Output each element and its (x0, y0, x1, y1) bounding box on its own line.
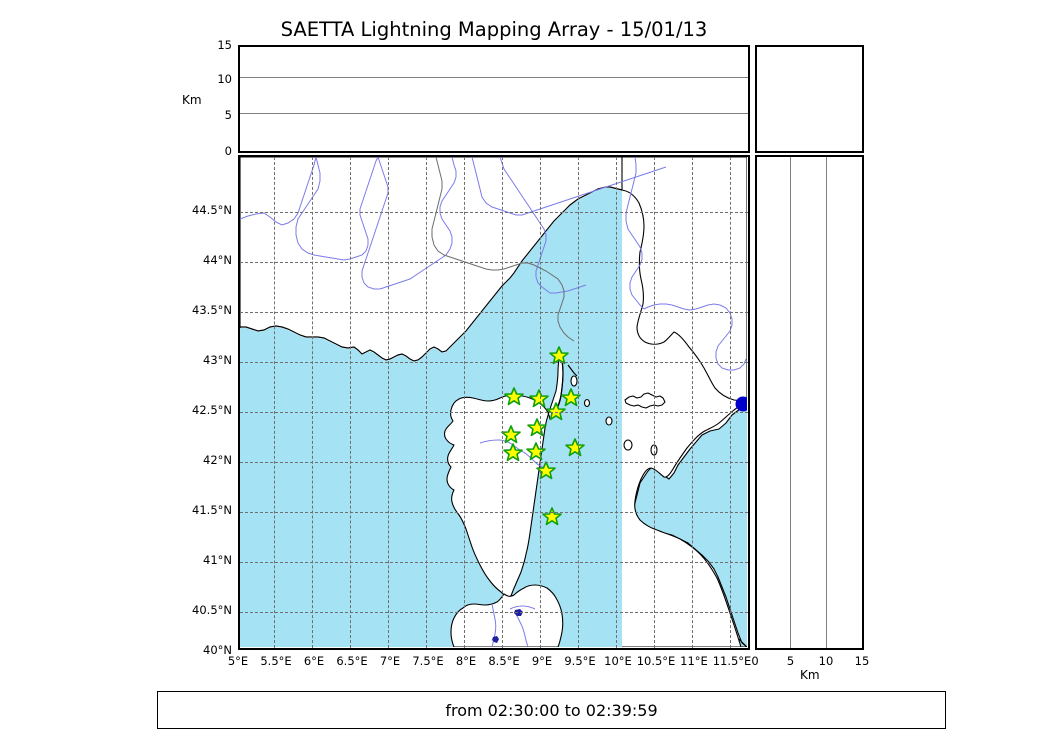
river-durance (361, 157, 399, 290)
top-ytick-0: 0 (224, 144, 232, 158)
islet-5 (583, 398, 591, 408)
islet-2 (570, 375, 578, 387)
river-po-2 (581, 166, 667, 196)
side-xtick-15: 15 (854, 654, 870, 668)
time-range-text: from 02:30:00 to 02:39:59 (445, 700, 658, 720)
islet-1 (605, 416, 613, 426)
ytick-43: 43°N (203, 353, 232, 367)
side-xtick-10: 10 (818, 654, 834, 668)
xtick-6-5: 6.5°E (336, 654, 368, 668)
map-panel[interactable] (238, 155, 750, 650)
xtick-9: 9°E (531, 654, 553, 668)
coastline-mainland (240, 186, 623, 362)
xtick-5-5: 5.5°E (260, 654, 292, 668)
sardinia-lake-2 (492, 636, 499, 643)
side-xtick-5: 5 (786, 654, 795, 668)
islet-3 (623, 439, 633, 451)
ytick-42-5: 42.5°N (192, 403, 232, 417)
ytick-40: 40°N (203, 643, 232, 657)
top-panel-axis-label-km: Km (182, 93, 202, 107)
station-star (529, 389, 549, 408)
ytick-40-5: 40.5°N (192, 603, 232, 617)
island-elba (624, 392, 666, 409)
top-panel-gridline-5 (240, 113, 748, 115)
sardinia-render (450, 584, 564, 647)
page-title: SAETTA Lightning Mapping Array - 15/01/1… (280, 18, 708, 41)
xtick-6: 6°E (303, 654, 325, 668)
side-panel-gridline-5 (790, 157, 792, 648)
river-north-1 (397, 157, 457, 284)
top-altitude-panel[interactable] (238, 45, 750, 153)
station-star (542, 507, 562, 526)
corner-panel[interactable] (755, 45, 864, 153)
ytick-41-5: 41.5°N (192, 503, 232, 517)
blue-dot-marker[interactable] (735, 396, 748, 412)
top-ytick-15: 15 (217, 38, 232, 52)
side-xtick-0: 0 (751, 654, 759, 668)
station-star (546, 402, 566, 421)
xtick-8-5: 8.5°E (488, 654, 520, 668)
xtick-7-5: 7.5°E (412, 654, 444, 668)
side-x-tick-labels: 0 5 10 15 (751, 654, 869, 671)
map-y-tick-labels: 44.5°N 44°N 43.5°N 43°N 42.5°N 42°N 41.5… (130, 155, 232, 656)
station-star (536, 461, 556, 480)
station-star (504, 387, 524, 406)
station-star (527, 418, 547, 437)
ytick-41: 41°N (203, 553, 232, 567)
map-svg (240, 157, 747, 647)
xtick-11-5: 11.5°E (712, 654, 752, 668)
river-north-2 (499, 157, 551, 294)
station-star (565, 438, 585, 457)
islet-line-capraia (567, 364, 578, 377)
river-arno (625, 157, 645, 310)
top-ytick-5: 5 (224, 108, 232, 123)
top-ytick-10: 10 (217, 72, 232, 87)
xtick-9-5: 9.5°E (564, 654, 596, 668)
xtick-11: 11°E (680, 654, 708, 668)
top-panel-gridline-10 (240, 77, 748, 79)
side-panel-axis-label-km: Km (800, 668, 820, 682)
river-var (295, 157, 379, 261)
xtick-8: 8°E (455, 654, 477, 668)
river-branch-1 (550, 284, 587, 294)
river-rhone (240, 157, 317, 226)
ytick-43-5: 43.5°N (192, 303, 232, 317)
side-panel-gridline-10 (825, 157, 827, 648)
river-po-1 (471, 157, 583, 216)
station-star (501, 425, 521, 444)
side-altitude-panel[interactable] (755, 155, 864, 650)
top-panel-y-tick-labels: 15 10 5 0 (150, 39, 232, 157)
islet-4 (650, 444, 658, 456)
xtick-7: 7°E (379, 654, 401, 668)
xtick-5: 5°E (227, 654, 249, 668)
sardinia-river-3 (509, 605, 536, 610)
ytick-42: 42°N (203, 453, 232, 467)
xtick-10: 10°E (604, 654, 632, 668)
italy-coast-landmass (621, 157, 747, 401)
xtick-10-5: 10.5°E (636, 654, 676, 668)
time-range-box[interactable]: from 02:30:00 to 02:39:59 (157, 691, 946, 729)
station-star (561, 388, 581, 407)
station-star (549, 346, 569, 365)
ytick-44: 44°N (203, 253, 232, 267)
ytick-44-5: 44.5°N (192, 203, 232, 217)
sardinia-body (450, 584, 564, 647)
national-border (431, 157, 575, 342)
map-x-tick-labels: 5°E 5.5°E 6°E 6.5°E 7°E 7.5°E 8°E 8.5°E … (228, 654, 752, 671)
station-star (503, 443, 523, 462)
sardinia-river-2 (514, 611, 529, 647)
